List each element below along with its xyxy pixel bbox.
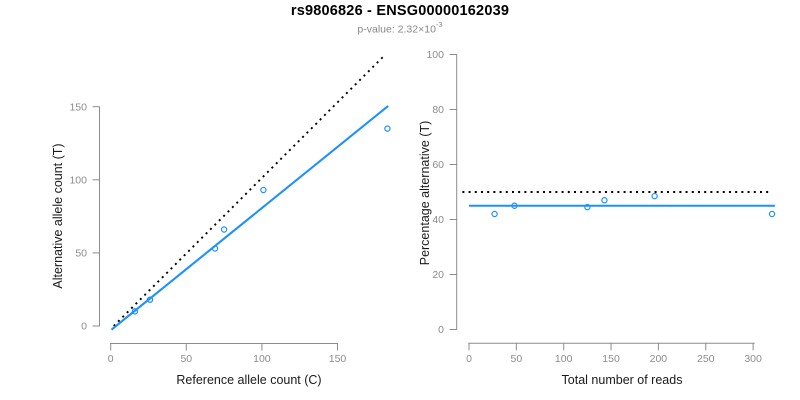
x-tick-label: 150: [329, 353, 347, 365]
data-point: [131, 308, 139, 315]
data-point: [511, 202, 518, 209]
data-point: [220, 226, 228, 233]
pvalue-subtitle: p-value: 2.32×10-3: [0, 20, 800, 36]
data-point: [601, 197, 608, 204]
right-y-axis-title: Percentage alternative (T): [418, 120, 432, 266]
x-tick-label: 200: [650, 353, 668, 365]
data-point: [211, 245, 219, 252]
y-tick-label: 80: [432, 104, 444, 116]
y-tick-label: 60: [432, 159, 444, 171]
x-tick-label: 150: [602, 353, 620, 365]
panel-percentage-vs-reads: 0 20 40 60 80 100 0 50 100 150 200 250 300: [426, 49, 776, 365]
data-point: [384, 125, 391, 132]
left-x-axis-title: Reference allele count (C): [176, 373, 322, 387]
y-tick-label: 100: [69, 175, 87, 187]
x-tick-label: 50: [180, 353, 192, 365]
data-point: [146, 296, 154, 303]
panel-allele-counts: 0 50 100 150 0 50 100 150: [69, 54, 391, 365]
x-tick-label: 100: [253, 353, 271, 365]
y-tick-label: 0: [81, 321, 87, 333]
x-tick-label: 250: [697, 353, 715, 365]
pvalue-exponent: -3: [435, 20, 443, 29]
y-tick-label: 40: [432, 214, 444, 226]
x-tick-label: 0: [466, 353, 472, 365]
page-title: rs9806826 - ENSG00000162039: [290, 3, 510, 19]
x-tick-label: 50: [511, 353, 523, 365]
data-point: [584, 203, 591, 211]
left-y-axis-title: Alternative allele count (T): [51, 143, 65, 289]
fit-line: [110, 105, 389, 331]
y-tick-label: 20: [432, 269, 444, 281]
x-tick-label: 100: [555, 353, 573, 365]
x-tick-label: 300: [744, 353, 762, 365]
x-tick-label: 0: [108, 353, 114, 365]
pvalue-text: p-value: 2.32×10: [357, 23, 436, 36]
data-point: [768, 210, 776, 218]
y-tick-label: 100: [426, 49, 444, 61]
y-tick-label: 0: [438, 324, 444, 336]
data-point: [651, 192, 658, 200]
data-point: [260, 186, 267, 194]
y-tick-label: 150: [69, 101, 87, 113]
data-point: [491, 210, 498, 218]
y-tick-label: 50: [75, 248, 87, 260]
right-x-axis-title: Total number of reads: [561, 373, 683, 387]
identity-line: [113, 54, 386, 327]
